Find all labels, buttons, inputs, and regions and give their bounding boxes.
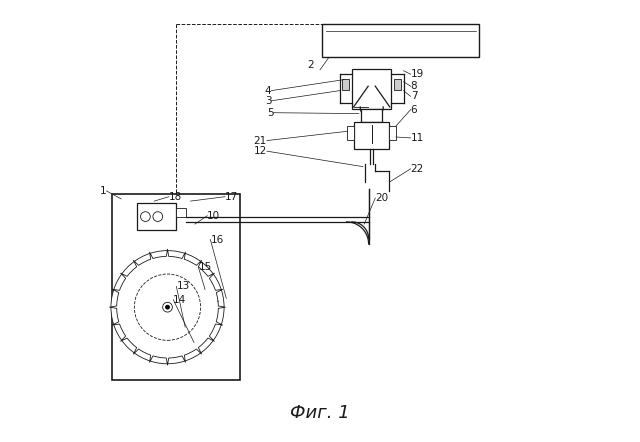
Bar [342, 79, 349, 90]
Bar [322, 24, 479, 57]
Text: 12: 12 [253, 146, 267, 156]
Text: 22: 22 [411, 164, 424, 174]
Text: 2: 2 [308, 61, 314, 70]
Text: 6: 6 [411, 105, 417, 114]
Bar [136, 203, 177, 230]
Text: 19: 19 [411, 69, 424, 79]
Bar [394, 79, 401, 90]
Text: 14: 14 [173, 295, 186, 305]
Text: 13: 13 [177, 282, 189, 291]
Text: 21: 21 [253, 136, 267, 145]
Text: 3: 3 [265, 96, 271, 106]
Text: 4: 4 [265, 86, 271, 95]
Text: 10: 10 [207, 211, 220, 221]
Bar [177, 208, 186, 217]
Circle shape [134, 274, 201, 340]
Text: 15: 15 [198, 263, 212, 272]
Text: 20: 20 [375, 193, 388, 203]
Text: 11: 11 [411, 133, 424, 143]
Bar [355, 122, 389, 149]
Text: 7: 7 [411, 91, 417, 101]
Circle shape [153, 212, 163, 221]
Circle shape [141, 212, 150, 221]
Text: Фиг. 1: Фиг. 1 [290, 404, 350, 422]
Text: 5: 5 [267, 108, 273, 118]
Text: 1: 1 [100, 186, 106, 196]
Text: 18: 18 [169, 192, 182, 202]
Circle shape [166, 305, 169, 309]
Circle shape [163, 302, 172, 312]
Bar [112, 194, 241, 380]
Circle shape [111, 251, 224, 364]
Bar [352, 69, 391, 109]
Text: 16: 16 [211, 235, 223, 244]
Bar [361, 109, 382, 122]
Text: 8: 8 [411, 81, 417, 91]
Bar [348, 126, 355, 140]
Text: 17: 17 [225, 192, 238, 202]
Bar [389, 126, 396, 140]
